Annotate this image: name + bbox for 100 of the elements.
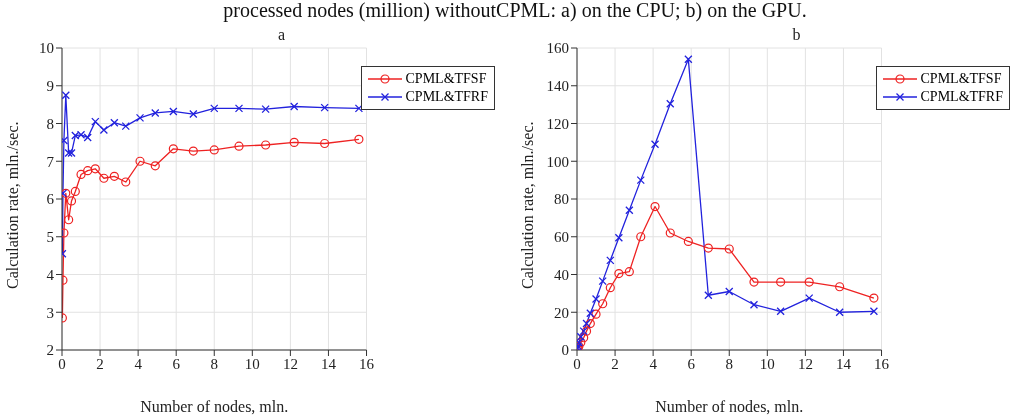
x-tick-label: 4 <box>134 355 143 372</box>
point <box>725 287 734 296</box>
point <box>210 104 219 113</box>
point <box>189 109 198 119</box>
point <box>614 268 624 279</box>
point <box>835 308 844 317</box>
point <box>666 99 675 108</box>
y-tick-label: 2 <box>46 342 54 359</box>
point <box>234 104 244 113</box>
x-tick-label: 6 <box>687 355 696 372</box>
point <box>749 277 759 287</box>
point <box>83 166 93 176</box>
legend-label: CPML&TFRF <box>405 88 488 106</box>
point <box>76 169 86 180</box>
legend-label: CPML&TFRF <box>920 88 1003 106</box>
y-tick-label: 60 <box>554 229 569 246</box>
point <box>776 307 785 316</box>
point <box>591 294 601 304</box>
point <box>598 276 607 286</box>
point <box>135 156 145 166</box>
point <box>135 113 145 122</box>
x-tick-label: 8 <box>210 355 219 372</box>
y-tick-label: 5 <box>46 229 54 246</box>
point <box>188 146 198 156</box>
y-tick-label: 140 <box>546 78 569 95</box>
point <box>805 293 814 303</box>
text: processed nodes (million) withoutCPML: a) on the CPU; b) on the GPU. <box>223 0 807 21</box>
point <box>290 102 299 111</box>
y-tick-label: 100 <box>546 153 569 170</box>
point <box>64 148 73 158</box>
point <box>70 186 80 197</box>
point <box>625 206 634 215</box>
x-tick-label: 12 <box>797 355 813 372</box>
point <box>579 333 589 343</box>
x-tick-label: 12 <box>282 355 298 372</box>
x-tick-label: 14 <box>320 355 337 372</box>
y-tick-label: 7 <box>46 153 55 170</box>
y-tick-label: 80 <box>554 191 569 208</box>
x-tick-label: 16 <box>359 355 375 372</box>
y-tick-label: 6 <box>46 191 55 208</box>
point <box>234 141 244 151</box>
legend-label: CPML&TFSF <box>920 70 1002 88</box>
y-tick-label: 9 <box>46 78 54 95</box>
y-axis-title: Calculation rate, mln./sec. <box>3 121 21 289</box>
point <box>150 161 160 171</box>
point <box>577 332 585 341</box>
y-tick-label: 0 <box>561 342 569 359</box>
point <box>354 104 364 113</box>
point <box>598 299 608 309</box>
point <box>109 171 119 181</box>
point <box>606 256 615 265</box>
y-axis-title: Calculation rate, mln./sec. <box>518 121 536 289</box>
point <box>289 137 299 147</box>
point <box>110 118 119 127</box>
point <box>99 173 109 183</box>
point <box>354 134 364 144</box>
point <box>683 236 693 247</box>
y-tick-label: 40 <box>554 266 569 283</box>
point <box>703 243 713 253</box>
point <box>650 201 660 212</box>
point <box>650 140 660 149</box>
point <box>121 177 131 187</box>
point <box>605 283 615 293</box>
point <box>624 267 634 277</box>
point <box>665 228 675 238</box>
point <box>704 291 713 300</box>
x-tick-label: 8 <box>725 355 734 372</box>
point <box>835 282 845 292</box>
point <box>579 326 588 336</box>
point <box>66 196 77 206</box>
chart-title: a <box>276 26 287 44</box>
x-tick-label: 2 <box>96 355 104 372</box>
point <box>121 121 130 131</box>
point <box>869 307 879 316</box>
x-tick-label: 2 <box>611 355 619 372</box>
x-tick-label: 6 <box>172 355 181 372</box>
point <box>62 91 70 100</box>
point <box>582 319 591 328</box>
x-tick-label: 10 <box>244 355 260 372</box>
point <box>91 117 100 126</box>
x-tick-label: 10 <box>759 355 775 372</box>
x-axis-title: Number of nodes, mln. <box>140 398 289 415</box>
point <box>168 144 178 154</box>
x-axis-title: Number of nodes, mln. <box>655 398 804 415</box>
y-tick-label: 8 <box>46 115 54 132</box>
point <box>585 318 595 329</box>
point <box>636 232 646 242</box>
point <box>62 136 69 145</box>
point <box>776 277 786 287</box>
point <box>64 215 74 225</box>
point <box>869 293 879 303</box>
y-tick-label: 3 <box>46 304 54 321</box>
point <box>804 277 814 287</box>
point <box>749 300 759 309</box>
point <box>581 326 592 336</box>
point <box>67 148 76 158</box>
x-tick-label: 14 <box>835 355 852 372</box>
x-tick-label: 0 <box>573 355 581 372</box>
y-tick-label: 10 <box>39 40 54 57</box>
point <box>614 233 624 242</box>
